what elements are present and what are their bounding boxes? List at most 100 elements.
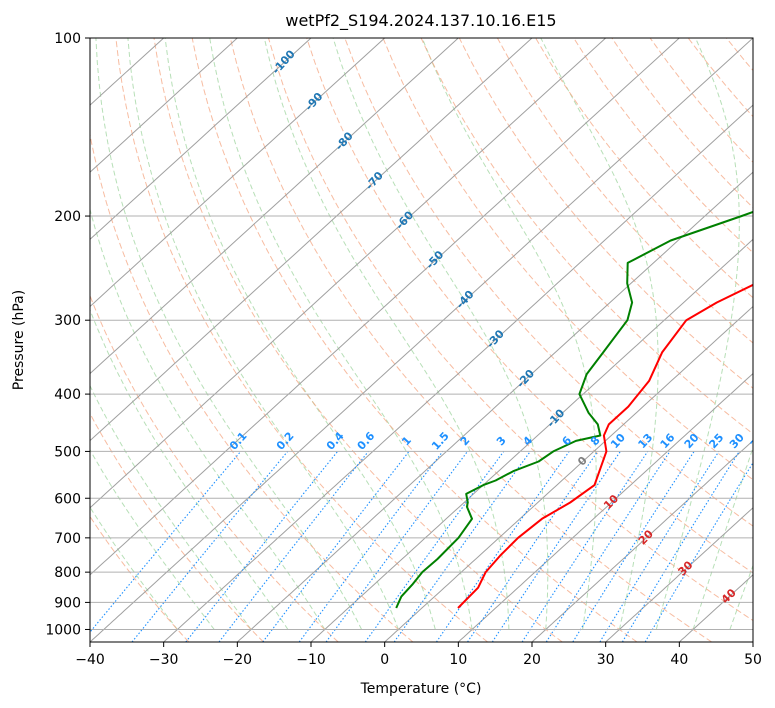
x-tick-label: 10 bbox=[449, 652, 467, 668]
dry-adiabat bbox=[535, 38, 753, 299]
isotherm bbox=[90, 38, 238, 173]
moist-adiabat bbox=[729, 564, 753, 630]
y-tick-label: 800 bbox=[54, 565, 81, 581]
moist-adiabat bbox=[540, 38, 659, 630]
dry-adiabat bbox=[90, 294, 339, 642]
moist-adiabat bbox=[95, 38, 363, 630]
dry-adiabat bbox=[268, 38, 753, 622]
moist-adiabat bbox=[209, 38, 473, 630]
moist-adiabat bbox=[332, 38, 549, 630]
mixing-ratio-line bbox=[521, 451, 649, 642]
dry-adiabat bbox=[90, 515, 190, 642]
sounding-profiles bbox=[395, 210, 753, 609]
mixing-ratio-label: 36 bbox=[748, 431, 768, 451]
dry-adiabat bbox=[306, 38, 753, 574]
isotherm bbox=[457, 372, 753, 642]
moist-adiabat bbox=[164, 38, 436, 630]
dry-adiabat bbox=[458, 38, 753, 389]
mixing-ratio-label: 20 bbox=[682, 431, 702, 451]
mixing-ratio-line bbox=[644, 461, 753, 642]
isotherm bbox=[531, 439, 753, 642]
moist-adiabat bbox=[90, 448, 215, 630]
isotherm bbox=[605, 507, 753, 642]
isotherm bbox=[752, 641, 753, 642]
mixing-ratio-line bbox=[393, 451, 531, 642]
dry-adiabat bbox=[153, 38, 563, 642]
moist-adiabat bbox=[90, 506, 178, 630]
x-tick-label: 30 bbox=[597, 652, 615, 668]
moist-adiabat bbox=[655, 38, 740, 630]
moist-adiabat bbox=[127, 38, 399, 630]
isotherm bbox=[90, 38, 753, 642]
mixing-ratio-label: 6 bbox=[559, 434, 574, 449]
dry-adiabat bbox=[344, 38, 753, 527]
isotherm bbox=[678, 574, 753, 642]
temperature-profile bbox=[457, 283, 753, 609]
dry-adiabat bbox=[765, 38, 775, 642]
y-tick-label: 900 bbox=[54, 595, 81, 611]
y-tick-label: 600 bbox=[54, 491, 81, 507]
x-axis-label: Temperature (°C) bbox=[360, 681, 482, 697]
dry-adiabat bbox=[115, 38, 488, 642]
isotherm-label: -100 bbox=[270, 47, 298, 76]
x-tick-label: 0 bbox=[380, 652, 389, 668]
mixing-ratio-line bbox=[218, 451, 369, 642]
dry-adiabat bbox=[687, 38, 753, 118]
isotherm bbox=[163, 104, 753, 642]
mixing-ratio-line bbox=[90, 451, 242, 633]
mixing-ratio-label: 0.2 bbox=[274, 429, 297, 452]
background-lines bbox=[90, 38, 775, 642]
dry-adiabat bbox=[90, 412, 264, 642]
dry-adiabat bbox=[573, 38, 753, 254]
mixing-ratio-line bbox=[545, 451, 671, 642]
mixing-ratio-line bbox=[185, 451, 339, 642]
mixing-ratio-label: 2 bbox=[458, 434, 473, 448]
x-tick-label: 50 bbox=[744, 652, 762, 668]
isotherm bbox=[90, 38, 533, 442]
y-tick-label: 300 bbox=[54, 313, 81, 329]
x-tick-label: −20 bbox=[223, 652, 253, 668]
dry-adiabat bbox=[382, 38, 753, 481]
dewpoint-profile bbox=[395, 210, 753, 609]
moist-adiabat bbox=[90, 308, 289, 630]
mixing-ratio-line bbox=[298, 451, 444, 642]
dry-adiabat bbox=[229, 38, 712, 642]
x-axis-ticks: −40 −30 −20 −10 0 10 20 30 40 50 bbox=[75, 642, 762, 668]
mixing-ratio-line bbox=[131, 451, 289, 642]
x-tick-label: −30 bbox=[149, 652, 179, 668]
plot-frame bbox=[89, 37, 754, 643]
line-labels: 0.1 0.2 0.4 0.6 1 1.5 2 3 4 6 8 10 13 16 20 25 30 3601020… bbox=[227, 47, 768, 606]
y-tick-label: 200 bbox=[54, 209, 81, 225]
dry-adiabat bbox=[90, 132, 414, 642]
moist-adiabat bbox=[692, 446, 753, 630]
dry-adiabat bbox=[611, 38, 753, 209]
mixing-ratio-line bbox=[262, 451, 410, 642]
isotherm bbox=[90, 38, 386, 308]
isotherm bbox=[90, 38, 680, 576]
y-tick-label: 700 bbox=[54, 531, 81, 547]
isotherm bbox=[384, 305, 753, 642]
mixing-ratio-label: 0.4 bbox=[324, 429, 347, 452]
mixing-ratio-line bbox=[621, 451, 740, 642]
dry-adiabat bbox=[726, 38, 753, 72]
x-tick-label: −10 bbox=[296, 652, 326, 668]
mixing-ratio-line bbox=[599, 451, 720, 642]
mixing-ratio-line bbox=[435, 451, 570, 642]
mixing-ratio-line bbox=[325, 451, 468, 642]
moist-adiabat bbox=[421, 38, 597, 630]
mixing-ratio-line bbox=[364, 451, 505, 642]
x-tick-label: −40 bbox=[75, 652, 105, 668]
isotherm bbox=[90, 38, 459, 375]
x-tick-label: 40 bbox=[670, 652, 688, 668]
moist-adiabat bbox=[90, 384, 252, 630]
mixing-ratio-label: 3 bbox=[494, 434, 509, 448]
dry-adiabat bbox=[649, 38, 753, 163]
moist-adiabat bbox=[90, 207, 326, 630]
mixing-ratio-label: 16 bbox=[658, 431, 678, 451]
mixing-ratio-line bbox=[467, 451, 599, 642]
mixing-ratio-label: 0.6 bbox=[355, 429, 378, 452]
dry-adiabat bbox=[496, 38, 753, 344]
mixing-ratio-line bbox=[572, 451, 695, 642]
y-tick-label: 100 bbox=[54, 31, 81, 47]
